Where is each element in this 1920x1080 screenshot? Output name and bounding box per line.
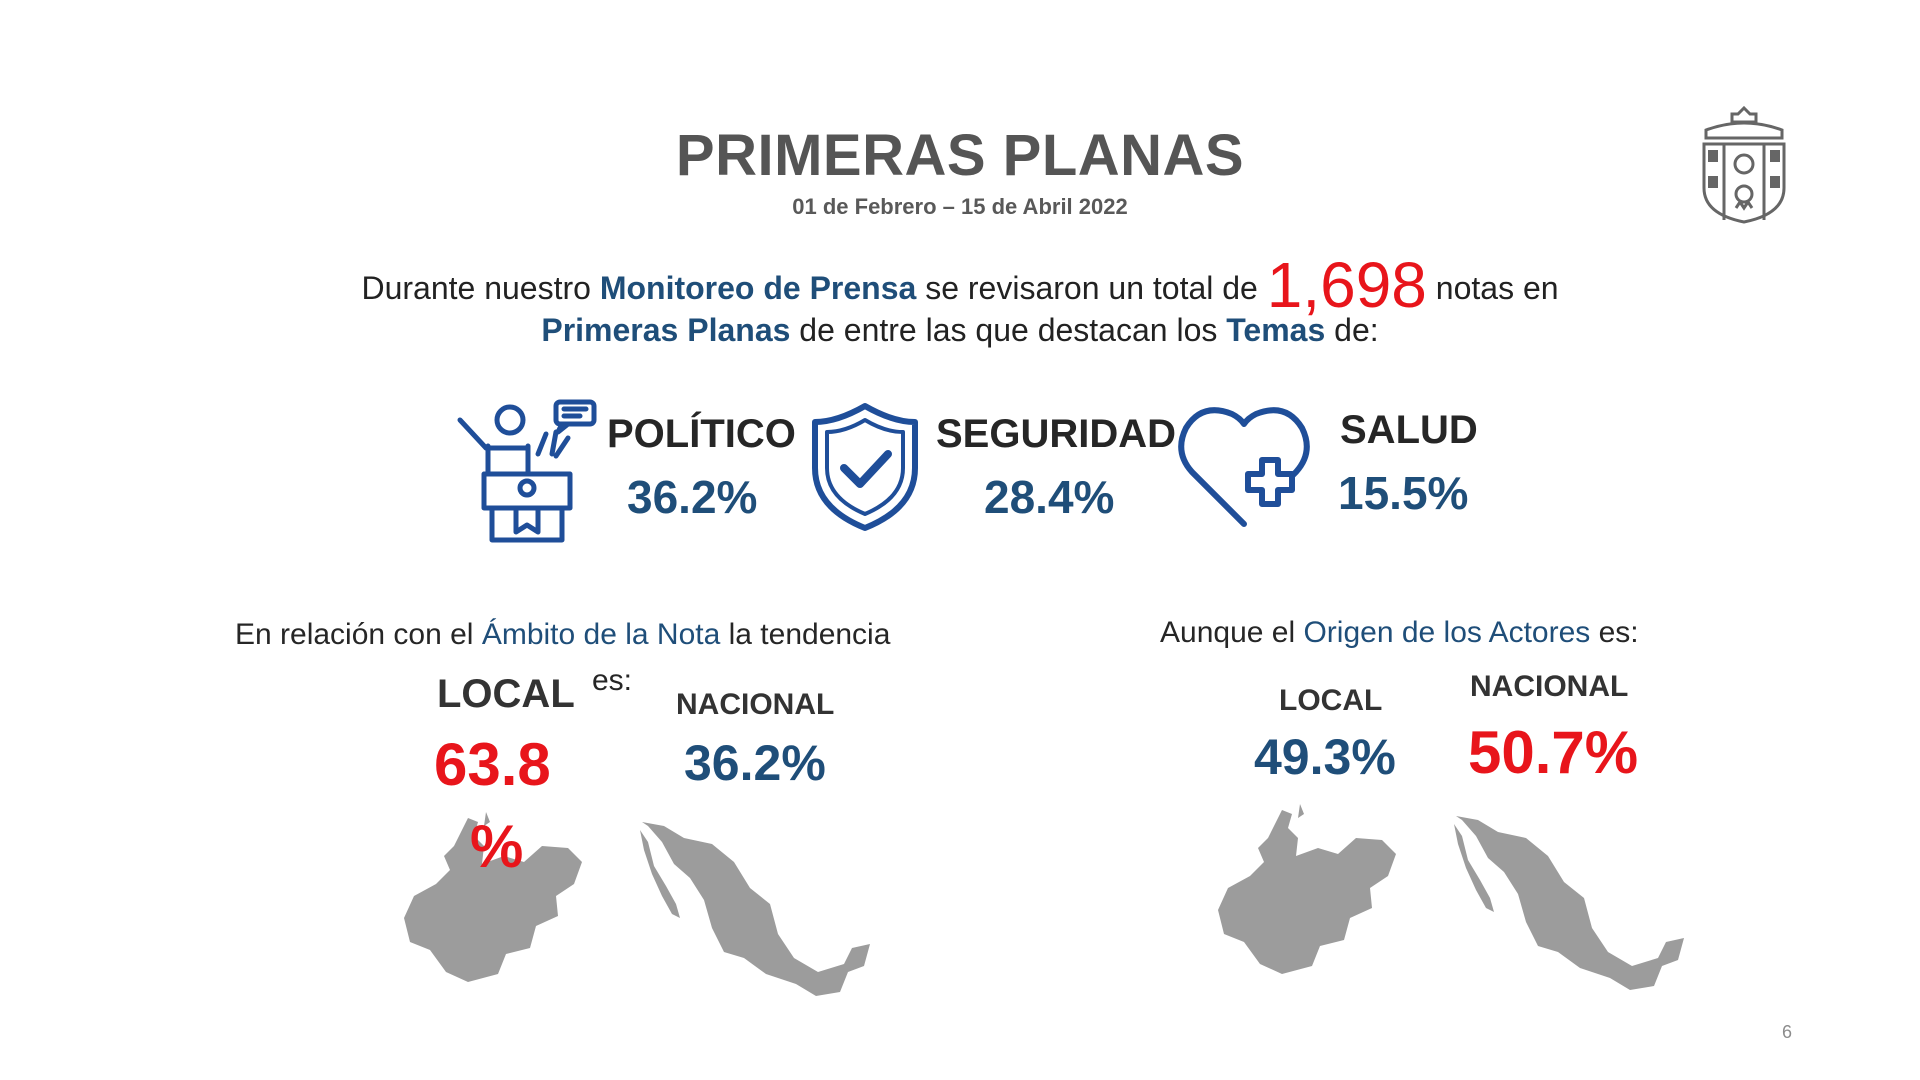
intro-suffix: notas en <box>1426 270 1559 306</box>
theme-salud-value: 15.5% <box>1338 467 1469 519</box>
mexico-map-right <box>1454 816 1684 990</box>
primeras-planas-highlight: Primeras Planas <box>541 312 791 348</box>
origen-local-value: 49.3% <box>1254 729 1396 785</box>
ambito-text: En relación con el Ámbito de la Nota la … <box>235 618 890 652</box>
origen-prefix: Aunque el <box>1160 616 1304 649</box>
ambito-highlight: Ámbito de la Nota <box>481 618 721 651</box>
intro-prefix: Durante nuestro <box>361 270 600 306</box>
intro-line2-middle: de entre las que destacan los <box>790 312 1227 348</box>
temas-highlight: Temas <box>1226 312 1326 348</box>
origen-nacional-label: NACIONAL <box>1470 670 1629 703</box>
origen-highlight: Origen de los Actores <box>1303 616 1591 649</box>
total-notes-count: 1,698 <box>1266 249 1427 321</box>
jalisco-map-right <box>1218 804 1396 974</box>
origen-local-label: LOCAL <box>1279 684 1383 717</box>
origen-suffix: es: <box>1590 616 1639 649</box>
theme-seguridad-value: 28.4% <box>984 471 1115 523</box>
ambito-es: es: <box>592 664 633 697</box>
politician-podium-icon <box>457 399 597 543</box>
ambito-local-percent-sign: % <box>470 813 524 880</box>
theme-seguridad-label: SEGURIDAD <box>936 412 1177 456</box>
monitoreo-highlight: Monitoreo de Prensa <box>599 270 917 306</box>
ambito-nacional-value: 36.2% <box>684 735 826 791</box>
page-number: 6 <box>1781 1022 1792 1042</box>
date-range: 01 de Febrero – 15 de Abril 2022 <box>792 194 1128 219</box>
ambito-local-label: LOCAL <box>437 672 575 716</box>
shield-check-icon <box>812 403 918 531</box>
theme-politico-value: 36.2% <box>627 471 758 523</box>
ambito-suffix: la tendencia <box>720 618 891 651</box>
origen-nacional-value: 50.7% <box>1468 719 1639 786</box>
origen-text: Aunque el Origen de los Actores es: <box>1160 616 1639 650</box>
slide-title: PRIMERAS PLANAS <box>675 123 1245 188</box>
theme-politico-label: POLÍTICO <box>607 412 796 456</box>
intro-line-1: Durante nuestro Monitoreo de Prensa se r… <box>0 248 1920 322</box>
mexico-map <box>640 822 870 996</box>
intro-line2-suffix: de: <box>1325 312 1379 348</box>
heart-plus-icon <box>1178 407 1310 527</box>
jalisco-map <box>404 812 582 982</box>
intro-middle: se revisaron un total de <box>916 270 1267 306</box>
university-crest-logo <box>1702 105 1786 224</box>
intro-line-2: Primeras Planas de entre las que destaca… <box>0 312 1920 349</box>
ambito-prefix: En relación con el <box>235 618 482 651</box>
ambito-local-value: 63.8 <box>434 731 551 798</box>
theme-salud-label: SALUD <box>1340 408 1478 452</box>
ambito-nacional-label: NACIONAL <box>676 688 835 721</box>
